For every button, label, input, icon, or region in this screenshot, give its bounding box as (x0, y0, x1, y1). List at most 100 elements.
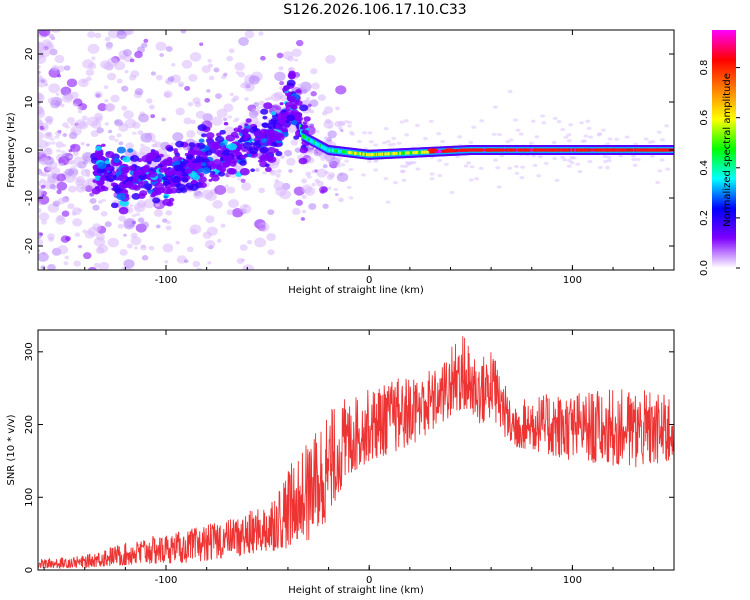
heatmap-cell (279, 86, 284, 90)
heatmap-cell (248, 147, 254, 151)
heatmap-cell (165, 159, 175, 167)
heatmap-cell (104, 122, 109, 126)
heatmap-cell (319, 144, 323, 148)
heatmap-cell (45, 119, 53, 125)
heatmap-cell (492, 105, 498, 109)
heatmap-cell (55, 363, 64, 370)
heatmap-cell (337, 156, 343, 161)
heatmap-cell (193, 157, 202, 164)
heatmap-cell (279, 102, 284, 106)
heatmap-cell (107, 30, 120, 39)
heatmap-cell (70, 166, 76, 170)
heatmap-cell (184, 168, 193, 174)
heatmap-cell (37, 286, 41, 289)
colorbar-tick-label: 0.2 (699, 210, 710, 226)
heatmap-cell (301, 178, 308, 184)
heatmap-cell (395, 151, 398, 156)
heatmap-cell (53, 345, 60, 351)
heatmap-cell (181, 177, 189, 183)
heatmap-cell (244, 133, 251, 139)
heatmap-cell (440, 149, 443, 153)
heatmap-cell (38, 47, 51, 58)
heatmap-cell (224, 184, 229, 188)
heatmap-cell (94, 112, 104, 121)
heatmap-cell (389, 152, 392, 156)
heatmap-cell (98, 261, 110, 270)
heatmap-cell (290, 119, 298, 126)
heatmap-cell (287, 55, 295, 62)
heatmap-cell (134, 206, 140, 210)
heatmap-cell (183, 271, 190, 277)
heatmap-cell (54, 135, 60, 139)
heatmap-cell (290, 104, 298, 110)
heatmap-cell (118, 207, 129, 215)
heatmap-cell (108, 330, 117, 337)
heatmap-cell (146, 98, 153, 104)
heatmap-cell (64, 125, 70, 129)
heatmap-cell (39, 18, 43, 22)
heatmap-cell (92, 279, 99, 285)
heatmap-cell (301, 194, 307, 200)
heatmap-cell (125, 142, 134, 150)
heatmap-cell (47, 0, 54, 2)
heatmap-cell (264, 163, 270, 168)
heatmap-cell (325, 54, 336, 64)
heatmap-cell (56, 407, 64, 413)
heatmap-cell (250, 168, 256, 173)
heatmap-cell (428, 119, 434, 124)
heatmap-cell (577, 169, 583, 174)
heatmap-cell (305, 136, 308, 140)
heatmap-cell (544, 148, 553, 152)
heatmap-cell (433, 150, 436, 154)
heatmap-cell (83, 252, 92, 260)
heatmap-cell (119, 389, 128, 396)
heatmap-cell (536, 174, 542, 178)
heatmap-cell (38, 70, 41, 75)
heatmap-cell (165, 210, 173, 216)
heatmap-cell (310, 68, 318, 75)
heatmap-cell (205, 150, 213, 156)
heatmap-cell (39, 232, 44, 236)
heatmap-cell (73, 156, 84, 166)
heatmap-cell (39, 364, 45, 369)
heatmap-cell (277, 16, 286, 24)
heatmap-cell (659, 148, 668, 152)
heatmap-cell (168, 320, 172, 324)
heatmap-cell (260, 55, 266, 61)
heatmap-cell (326, 174, 334, 181)
heatmap-cell (665, 167, 671, 171)
heatmap-cell (345, 150, 348, 154)
heatmap-cell (238, 37, 249, 46)
heatmap-cell (141, 42, 148, 48)
heatmap-cell (40, 184, 46, 189)
heatmap-cell (82, 229, 88, 234)
heatmap-cell (56, 149, 62, 153)
heatmap-cell (351, 151, 354, 155)
heatmap-cell (322, 164, 328, 169)
heatmap-cell (566, 164, 572, 168)
heatmap-cell (35, 5, 44, 13)
heatmap-cell (286, 114, 296, 122)
heatmap-cell (311, 182, 316, 187)
heatmap-cell (437, 158, 443, 163)
heatmap-cell (71, 174, 77, 178)
heatmap-cell (77, 244, 83, 249)
heatmap-cell (234, 117, 240, 121)
heatmap-cell (635, 157, 641, 162)
heatmap-cell (67, 334, 77, 342)
heatmap-cell (348, 167, 354, 172)
heatmap-cell (391, 152, 394, 156)
heatmap-y-tick-label: 10 (24, 96, 35, 109)
heatmap-cell (197, 168, 204, 173)
heatmap-cell (132, 186, 137, 190)
heatmap-cell (123, 233, 127, 237)
heatmap-cell (150, 71, 156, 76)
heatmap-cell (207, 160, 215, 167)
heatmap-cell (457, 135, 463, 139)
heatmap-cell (42, 286, 46, 290)
heatmap-cell (284, 101, 292, 107)
chart-title: S126.2026.106.17.10.C33 (283, 2, 467, 18)
heatmap-cell (204, 97, 211, 103)
heatmap-cell (417, 150, 420, 155)
heatmap-cell (350, 151, 353, 155)
